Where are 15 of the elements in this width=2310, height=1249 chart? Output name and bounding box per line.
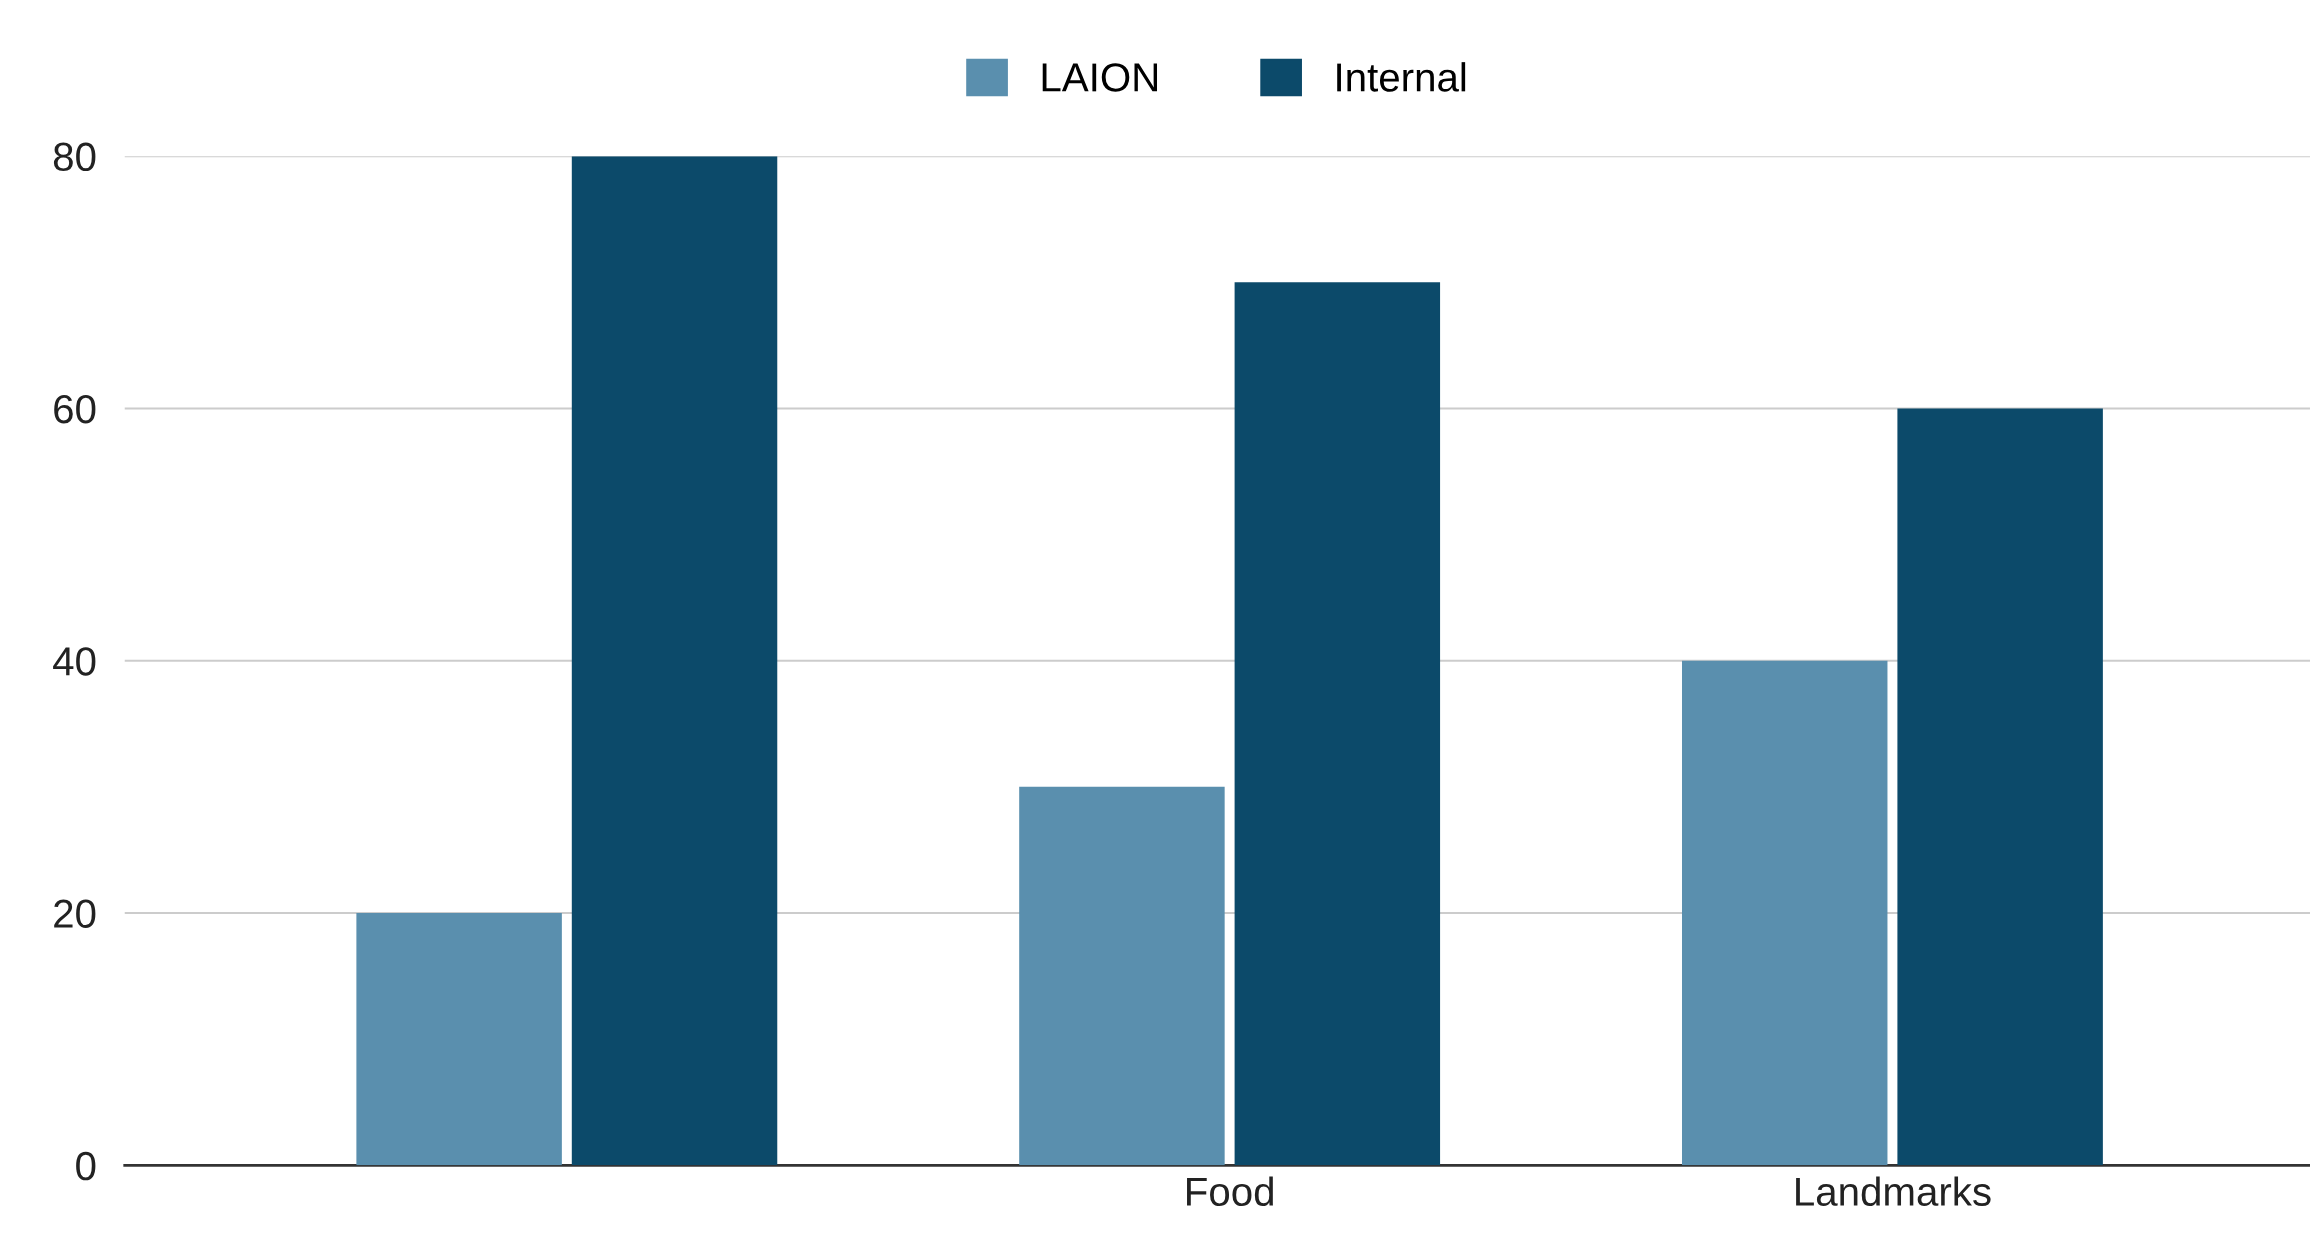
bar xyxy=(1019,786,1225,1166)
bar xyxy=(356,913,562,1166)
y-tick-label: 40 xyxy=(53,647,96,676)
bar xyxy=(1681,660,1888,1166)
x-tick-label: Landmarks xyxy=(1796,1176,1991,1207)
y-tick-label: 0 xyxy=(76,1151,96,1181)
bar xyxy=(571,156,778,1166)
legend-label: Internal xyxy=(1337,62,1466,92)
y-tick-label: 60 xyxy=(54,394,96,424)
bar xyxy=(1234,282,1441,1166)
y-tick-label: 80 xyxy=(53,142,96,172)
x-tick-label: Food xyxy=(1187,1176,1273,1207)
legend-label: LAION xyxy=(1042,63,1158,92)
y-tick-label: 20 xyxy=(54,899,96,929)
bar xyxy=(1897,408,2103,1166)
